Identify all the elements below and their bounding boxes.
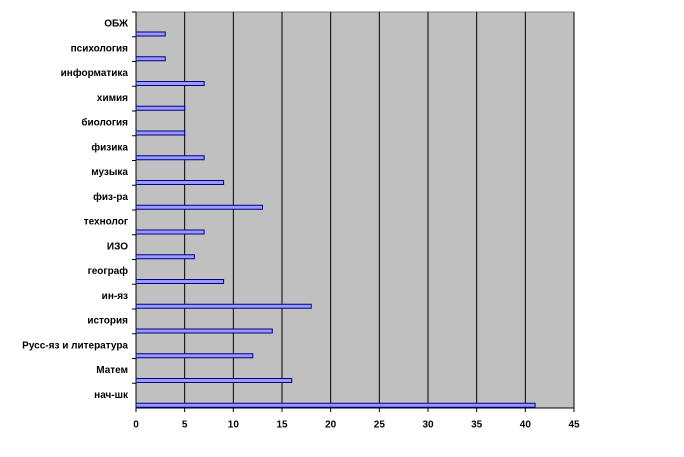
y-tick-label: Русс-яз и литература <box>22 340 128 351</box>
y-tick-label: информатика <box>61 67 129 79</box>
x-tick-label: 25 <box>374 420 386 431</box>
bar <box>135 180 225 185</box>
bar <box>135 204 264 210</box>
y-tick-label: географ <box>88 265 129 277</box>
bar <box>135 229 205 235</box>
bar <box>135 31 166 37</box>
y-tick-label: химия <box>97 93 128 104</box>
x-tick-label: 10 <box>228 420 240 431</box>
y-tick-label: физ-ра <box>93 191 128 203</box>
x-tick-label: 35 <box>471 420 483 431</box>
y-tick-label: физика <box>91 141 128 153</box>
x-tick-label: 40 <box>520 420 532 431</box>
bar <box>135 303 312 309</box>
y-tick-label: биология <box>81 117 128 129</box>
y-tick-label: технолог <box>84 217 128 228</box>
bar <box>135 130 186 136</box>
x-tick-label: 30 <box>422 420 434 431</box>
y-tick-label: психология <box>71 43 129 54</box>
bar <box>135 279 225 284</box>
y-tick-label: ОБЖ <box>104 19 129 30</box>
x-tick-label: 45 <box>568 420 580 431</box>
y-tick-label: музыка <box>91 167 128 178</box>
y-tick-label: ИЗО <box>107 241 128 252</box>
y-tick-label: история <box>87 316 128 327</box>
y-tick-label: Матем <box>96 365 128 376</box>
bar <box>135 56 166 62</box>
bar <box>135 81 205 86</box>
bar <box>135 402 536 408</box>
y-tick-label: ин-яз <box>102 291 128 302</box>
plot-area <box>135 11 575 409</box>
x-tick-label: 0 <box>133 420 139 431</box>
bar <box>135 328 273 334</box>
x-tick-label: 20 <box>325 420 337 431</box>
bar <box>135 254 195 260</box>
bar <box>135 353 254 359</box>
bar <box>135 105 186 111</box>
x-tick-label: 15 <box>276 420 288 431</box>
y-tick-label: нач-шк <box>94 390 129 401</box>
bar <box>135 378 293 383</box>
bar <box>135 155 205 161</box>
x-tick-label: 5 <box>182 420 188 431</box>
